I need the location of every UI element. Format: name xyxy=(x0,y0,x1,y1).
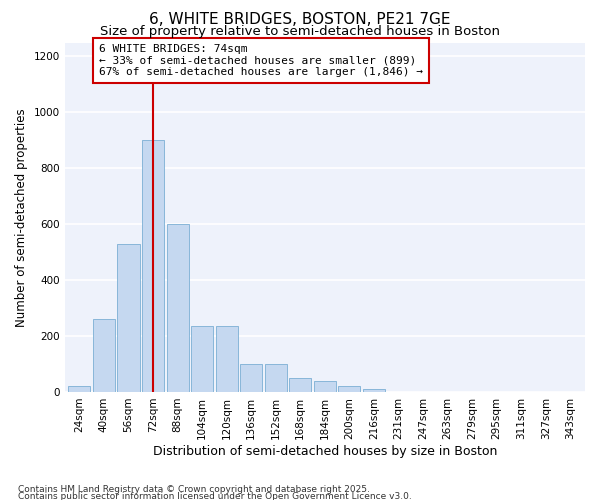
Text: 6, WHITE BRIDGES, BOSTON, PE21 7GE: 6, WHITE BRIDGES, BOSTON, PE21 7GE xyxy=(149,12,451,28)
Text: Size of property relative to semi-detached houses in Boston: Size of property relative to semi-detach… xyxy=(100,25,500,38)
Bar xyxy=(338,386,361,392)
Bar xyxy=(265,364,287,392)
Bar xyxy=(289,378,311,392)
Bar xyxy=(191,326,213,392)
X-axis label: Distribution of semi-detached houses by size in Boston: Distribution of semi-detached houses by … xyxy=(152,444,497,458)
Y-axis label: Number of semi-detached properties: Number of semi-detached properties xyxy=(15,108,28,326)
Bar xyxy=(118,244,140,392)
Bar xyxy=(215,326,238,392)
Text: Contains public sector information licensed under the Open Government Licence v3: Contains public sector information licen… xyxy=(18,492,412,500)
Bar xyxy=(314,381,336,392)
Bar xyxy=(167,224,188,392)
Bar xyxy=(142,140,164,392)
Text: Contains HM Land Registry data © Crown copyright and database right 2025.: Contains HM Land Registry data © Crown c… xyxy=(18,486,370,494)
Bar xyxy=(68,386,91,392)
Bar xyxy=(363,389,385,392)
Bar xyxy=(240,364,262,392)
Text: 6 WHITE BRIDGES: 74sqm
← 33% of semi-detached houses are smaller (899)
67% of se: 6 WHITE BRIDGES: 74sqm ← 33% of semi-det… xyxy=(99,44,423,77)
Bar xyxy=(93,320,115,392)
